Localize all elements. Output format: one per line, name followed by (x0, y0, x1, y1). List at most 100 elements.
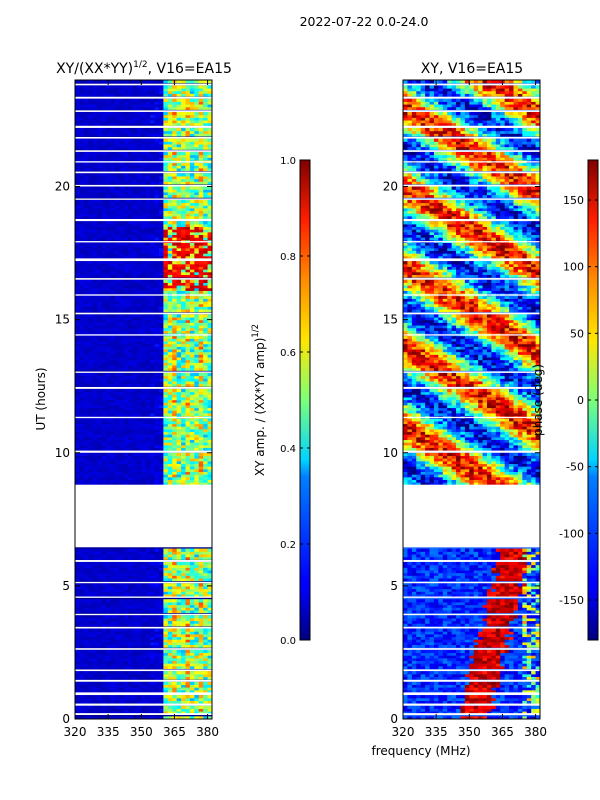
left-heatmap-cell (158, 591, 164, 595)
left-heatmap-cell (172, 338, 178, 342)
left-heatmap-cell (163, 458, 169, 462)
left-heatmap-cell (194, 636, 200, 640)
left-heatmap-cell (181, 226, 187, 230)
left-heatmap-cell (123, 375, 129, 379)
left-heatmap-cell (92, 319, 98, 323)
left-heatmap-cell (110, 657, 116, 662)
left-heatmap-cell (105, 700, 111, 704)
left-heatmap-cell (114, 229, 120, 233)
left-heatmap-cell (172, 548, 178, 552)
left-heatmap-cell (83, 716, 89, 719)
left-heatmap-cell (176, 319, 182, 323)
left-heatmap-cell (203, 474, 209, 478)
left-heatmap-cell (97, 583, 103, 587)
left-heatmap-cell (150, 434, 156, 438)
left-heatmap-cell (172, 231, 178, 236)
left-heatmap-cell (88, 447, 94, 451)
left-heatmap-cell (158, 599, 164, 603)
left-heatmap-cell (185, 237, 191, 241)
left-heatmap-cell (132, 205, 138, 209)
left-heatmap-cell (136, 599, 142, 603)
left-heatmap-cell (114, 593, 120, 598)
left-heatmap-cell (150, 705, 156, 709)
left-heatmap-cell (119, 279, 125, 283)
left-heatmap-cell (172, 194, 178, 198)
left-heatmap-cell (167, 274, 173, 278)
left-heatmap-cell (88, 380, 94, 385)
left-heatmap-cell (119, 474, 125, 478)
left-heatmap-cell (158, 279, 164, 283)
left-heatmap-cell (207, 452, 212, 457)
left-heatmap-cell (194, 556, 200, 560)
left-heatmap-cell (79, 383, 85, 387)
left-heatmap-cell (181, 383, 187, 387)
left-heatmap-cell (119, 303, 125, 307)
left-heatmap-cell (176, 343, 182, 347)
left-heatmap-cell (198, 359, 204, 363)
left-heatmap-cell (79, 250, 85, 254)
left-heatmap-cell (185, 245, 191, 249)
left-heatmap-cell (207, 407, 212, 411)
left-heatmap-cell (176, 652, 182, 656)
left-heatmap-cell (189, 261, 195, 265)
left-heatmap-cell (119, 657, 125, 662)
left-heatmap-cell (97, 242, 103, 246)
left-heatmap-cell (83, 308, 89, 313)
left-heatmap-cell (88, 388, 94, 393)
left-heatmap-cell (185, 623, 191, 627)
left-heatmap-cell (145, 660, 151, 664)
left-heatmap-cell (123, 324, 129, 329)
left-heatmap-cell (145, 354, 151, 358)
left-heatmap-cell (172, 412, 178, 417)
left-heatmap-cell (92, 191, 98, 196)
left-heatmap-cell (92, 426, 98, 430)
left-heatmap-cell (163, 356, 169, 361)
left-heatmap-cell (79, 482, 85, 486)
left-heatmap-cell (136, 434, 142, 438)
left-heatmap-cell (189, 290, 195, 294)
left-heatmap-cell (123, 708, 129, 712)
left-heatmap-cell (92, 279, 98, 283)
left-heatmap-cell (163, 338, 169, 342)
left-heatmap-cell (189, 351, 195, 355)
left-heatmap-cell (136, 335, 142, 339)
left-heatmap-cell (167, 447, 173, 451)
left-heatmap-cell (163, 687, 169, 691)
left-heatmap-cell (114, 447, 120, 451)
left-heatmap-cell (97, 412, 103, 417)
left-heatmap-cell (145, 689, 151, 693)
left-heatmap-cell (207, 316, 212, 321)
left-heatmap-cell (189, 609, 195, 614)
left-heatmap-cell (105, 202, 111, 206)
left-heatmap-cell (194, 660, 200, 664)
left-heatmap-cell (154, 287, 160, 291)
left-heatmap-cell (163, 652, 169, 656)
left-heatmap-cell (97, 335, 103, 339)
left-heatmap-cell (123, 716, 129, 719)
left-heatmap-cell (75, 628, 81, 632)
left-heatmap-cell (101, 274, 107, 278)
left-heatmap-cell (88, 407, 94, 411)
left-heatmap-cell (145, 306, 151, 310)
left-heatmap-cell (114, 261, 120, 265)
left-heatmap-cell (132, 250, 138, 254)
left-heatmap-cell (123, 615, 129, 619)
left-heatmap-cell (101, 604, 107, 608)
left-heatmap-cell (97, 705, 103, 709)
left-heatmap-cell (167, 173, 173, 177)
left-heatmap-cell (114, 607, 120, 611)
left-heatmap-cell (105, 402, 111, 406)
left-heatmap-cell (88, 676, 94, 680)
left-heatmap-cell (123, 556, 129, 560)
left-heatmap-cell (83, 681, 89, 685)
left-heatmap-cell (189, 245, 195, 249)
left-heatmap-cell (110, 298, 116, 302)
left-heatmap-cell (114, 255, 120, 259)
left-heatmap-cell (97, 633, 103, 638)
left-heatmap-cell (97, 617, 103, 622)
left-heatmap-cell (123, 548, 129, 552)
left-heatmap-cell (189, 234, 195, 238)
left-heatmap-cell (203, 455, 209, 459)
left-heatmap-cell (97, 655, 103, 659)
left-heatmap-cell (203, 402, 209, 406)
